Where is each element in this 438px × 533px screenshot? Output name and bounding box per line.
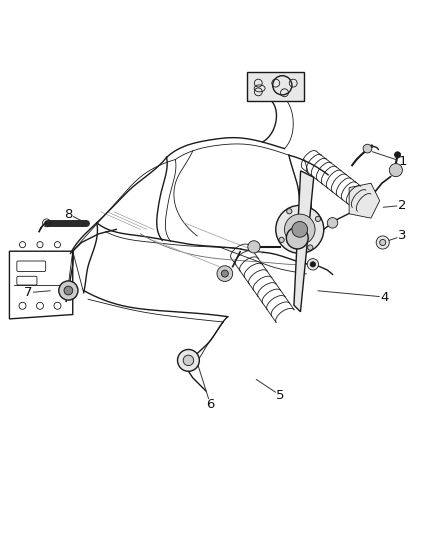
Circle shape — [292, 222, 307, 237]
Circle shape — [327, 217, 338, 228]
Text: 5: 5 — [276, 389, 284, 402]
Polygon shape — [294, 171, 314, 312]
Circle shape — [279, 237, 284, 243]
Circle shape — [287, 208, 292, 214]
Circle shape — [395, 152, 401, 158]
Text: 4: 4 — [381, 290, 389, 304]
Circle shape — [64, 286, 73, 295]
Circle shape — [285, 214, 315, 245]
Circle shape — [363, 144, 372, 153]
Circle shape — [286, 227, 308, 249]
Circle shape — [307, 259, 318, 270]
Circle shape — [217, 266, 233, 281]
Circle shape — [380, 239, 386, 246]
Circle shape — [59, 281, 78, 300]
Circle shape — [315, 216, 321, 222]
Text: 6: 6 — [206, 398, 215, 410]
Polygon shape — [349, 183, 380, 218]
Polygon shape — [247, 72, 304, 101]
Text: 1: 1 — [398, 155, 406, 168]
Text: 8: 8 — [64, 208, 73, 221]
Circle shape — [248, 241, 260, 253]
Circle shape — [389, 164, 403, 176]
Text: 2: 2 — [398, 199, 406, 212]
Circle shape — [310, 262, 315, 267]
Circle shape — [221, 270, 228, 277]
Text: 7: 7 — [24, 286, 32, 299]
Circle shape — [177, 350, 199, 372]
Circle shape — [276, 205, 324, 253]
Text: 3: 3 — [398, 229, 406, 243]
Circle shape — [307, 245, 313, 250]
Circle shape — [183, 355, 194, 366]
Circle shape — [376, 236, 389, 249]
